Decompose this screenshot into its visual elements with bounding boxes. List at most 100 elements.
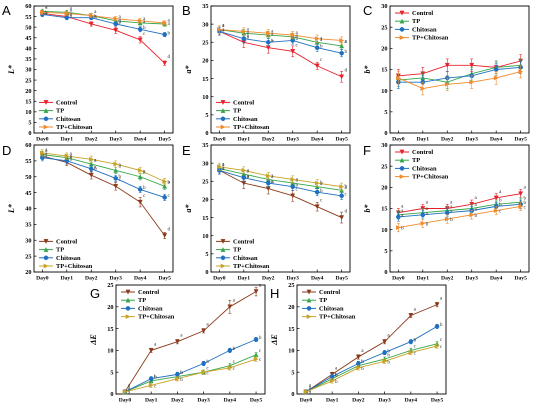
significance-label: a (475, 206, 478, 212)
series-tp (395, 58, 524, 89)
significance-label: a (70, 6, 73, 12)
legend-marker (43, 108, 49, 113)
data-point (339, 50, 344, 56)
data-point (329, 378, 335, 384)
y-axis-label: a* (184, 65, 193, 74)
data-point (493, 67, 499, 72)
significance-label: a (128, 390, 131, 396)
data-point (290, 184, 296, 190)
y-axis-label: b* (363, 204, 372, 213)
y-tick-label: 0 (205, 130, 208, 137)
significance-label: a (335, 365, 338, 371)
significance-label: a (450, 199, 453, 205)
legend-marker (43, 239, 49, 244)
data-point (382, 339, 388, 345)
y-tick-label: 35 (25, 56, 31, 63)
x-tick-label: Day5 (335, 276, 348, 282)
y-tick-label: 5 (205, 112, 208, 119)
y-tick-label: 10 (107, 348, 113, 355)
x-tick-label: Day3 (110, 276, 123, 282)
legend-entry: TP (412, 18, 420, 25)
x-tick-label: Day2 (85, 137, 98, 143)
significance-label: b (335, 372, 338, 378)
series-line (124, 291, 257, 393)
legend-entry: TP+Chitosan (233, 263, 270, 270)
data-point (420, 212, 426, 218)
legend-marker (220, 255, 226, 261)
data-point (518, 191, 524, 197)
data-point (241, 28, 247, 34)
significance-label: a (143, 169, 146, 175)
y-tick-label: 25 (288, 282, 294, 289)
significance-label: a (222, 22, 225, 28)
legend-entry: TP (233, 108, 241, 115)
significance-label: b (247, 33, 250, 39)
y-tick-label: 35 (202, 3, 208, 10)
data-point (217, 164, 222, 170)
y-tick-label: 15 (107, 326, 113, 333)
significance-label: a (154, 341, 157, 347)
data-point (137, 167, 143, 173)
data-point (175, 376, 180, 382)
significance-label: a (309, 385, 312, 391)
y-tick-label: 0 (205, 269, 208, 276)
legend-entry: TP (138, 297, 146, 304)
significance-label: a (222, 162, 225, 168)
significance-label: a (45, 151, 48, 157)
y-tick-label: 35 (25, 222, 31, 229)
significance-label: a (296, 176, 299, 182)
significance-label: a (426, 199, 429, 205)
legend-marker (43, 116, 49, 122)
data-point (314, 36, 320, 42)
series-line (219, 29, 342, 41)
significance-label: c (143, 31, 146, 37)
data-point (339, 43, 345, 49)
significance-label: a (180, 333, 183, 339)
x-tick-label: Day1 (61, 276, 74, 282)
significance-label: b (94, 15, 97, 21)
x-tick-label: Day4 (134, 137, 147, 143)
y-tick-label: 35 (202, 142, 208, 149)
y-tick-label: 0 (291, 391, 294, 398)
series-line (42, 157, 165, 198)
significance-label: a (70, 154, 73, 160)
legend-marker (125, 297, 131, 303)
data-point (434, 302, 440, 308)
significance-label: a (94, 9, 97, 15)
data-point (396, 225, 401, 230)
significance-label: c (320, 57, 323, 63)
significance-label: a (45, 153, 48, 159)
data-point (434, 343, 440, 349)
significance-label: a (296, 178, 299, 184)
x-tick-label: Day2 (262, 137, 275, 143)
significance-label: c (440, 337, 443, 343)
y-tick-label: 10 (202, 94, 208, 101)
significance-label: a (271, 174, 274, 180)
significance-label: b (167, 30, 170, 36)
legend-marker (306, 289, 312, 295)
legend-entry: TP (56, 247, 64, 254)
legend-marker (125, 306, 131, 311)
significance-label: c (414, 344, 417, 350)
data-point (265, 30, 271, 36)
data-point (137, 37, 143, 43)
panel-letter: F (363, 143, 371, 158)
y-tick-label: 55 (25, 14, 31, 21)
x-tick-label: Day0 (300, 398, 313, 404)
legend-marker (220, 116, 226, 122)
significance-label: b (119, 20, 122, 26)
y-tick-label: 0 (28, 130, 31, 137)
significance-label: a (94, 14, 97, 20)
series-line (398, 60, 521, 77)
significance-label: b (335, 379, 338, 385)
y-tick-label: 45 (25, 190, 31, 197)
significance-label: a (271, 173, 274, 179)
y-tick-label: 5 (28, 120, 31, 127)
data-point (290, 32, 296, 38)
x-tick-label: Day3 (378, 398, 391, 404)
significance-label: a (70, 12, 73, 18)
